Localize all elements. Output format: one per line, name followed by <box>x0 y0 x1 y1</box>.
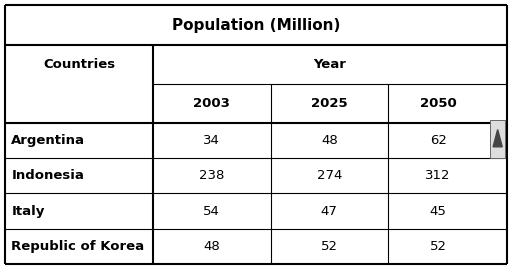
Text: 274: 274 <box>316 169 342 182</box>
Text: 34: 34 <box>203 134 220 147</box>
Text: Italy: Italy <box>11 205 45 218</box>
Text: 48: 48 <box>321 134 337 147</box>
Text: 52: 52 <box>430 240 446 253</box>
Text: Year: Year <box>313 58 347 71</box>
Text: Countries: Countries <box>43 58 115 71</box>
Text: 2050: 2050 <box>420 97 457 110</box>
Text: 312: 312 <box>425 169 451 182</box>
Text: 45: 45 <box>430 205 446 218</box>
Text: 48: 48 <box>203 240 220 253</box>
Text: 2025: 2025 <box>311 97 348 110</box>
Text: 62: 62 <box>430 134 446 147</box>
Bar <box>490 120 505 158</box>
Text: 47: 47 <box>321 205 338 218</box>
Text: 2003: 2003 <box>194 97 230 110</box>
Polygon shape <box>493 129 502 147</box>
Text: 52: 52 <box>321 240 338 253</box>
Text: Argentina: Argentina <box>11 134 86 147</box>
Text: Republic of Korea: Republic of Korea <box>11 240 144 253</box>
Text: 238: 238 <box>199 169 225 182</box>
Text: Indonesia: Indonesia <box>11 169 84 182</box>
Text: 54: 54 <box>203 205 220 218</box>
Text: Population (Million): Population (Million) <box>172 18 340 33</box>
